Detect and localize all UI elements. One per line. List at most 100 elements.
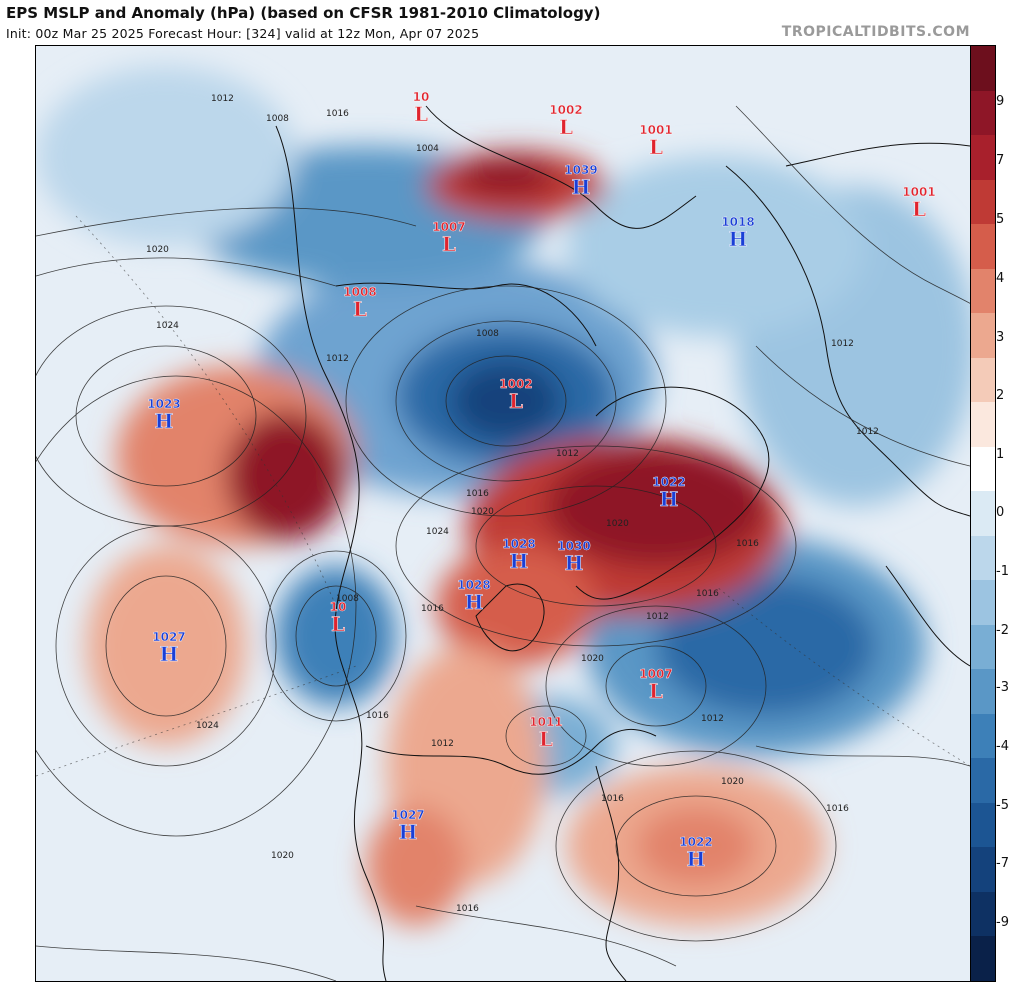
isobar-label: 1012 bbox=[556, 449, 579, 459]
high-pressure-marker: H bbox=[565, 551, 584, 575]
colorbar-label: 7 bbox=[996, 153, 1005, 168]
high-pressure-marker: H bbox=[465, 590, 484, 614]
map-subtitle: Init: 00z Mar 25 2025 Forecast Hour: [32… bbox=[6, 26, 480, 41]
pressure-center-value: 1002 bbox=[549, 103, 582, 117]
isobar-label: 1012 bbox=[831, 339, 854, 349]
colorbar-label: 2 bbox=[996, 388, 1005, 403]
high-pressure-marker: H bbox=[399, 820, 418, 844]
colorbar-segment bbox=[971, 535, 995, 581]
colorbar-segment bbox=[971, 580, 995, 626]
isobar-label: 1016 bbox=[826, 804, 849, 814]
isobars bbox=[36, 105, 970, 981]
pressure-center-value: 1022 bbox=[679, 835, 712, 849]
pressure-center-value: 1027 bbox=[152, 630, 185, 644]
pressure-center-value: 1039 bbox=[564, 163, 597, 177]
colorbar-segment bbox=[971, 758, 995, 804]
low-pressure-marker: L bbox=[559, 115, 573, 139]
isobar-label: 1008 bbox=[266, 114, 289, 124]
map-canvas: 1012 1016 1020 1024 1012 1008 1012 1016 1020 1024… bbox=[36, 46, 970, 981]
pressure-center-value: 1018 bbox=[721, 215, 754, 229]
colorbar-label: -9 bbox=[996, 915, 1009, 930]
colorbar-segment bbox=[971, 268, 995, 314]
colorbar-label: -5 bbox=[996, 798, 1009, 813]
colorbar-segment bbox=[971, 135, 995, 181]
colorbar-segment bbox=[971, 224, 995, 270]
high-pressure-marker: H bbox=[687, 847, 706, 871]
isobar-label: 1024 bbox=[156, 321, 179, 331]
isobar-label: 1016 bbox=[736, 539, 759, 549]
colorbar-segment bbox=[971, 669, 995, 715]
pressure-center-value: 1028 bbox=[502, 537, 535, 551]
site-credit: TROPICALTIDBITS.COM bbox=[781, 24, 970, 40]
colorbar-label: 9 bbox=[996, 94, 1005, 109]
colorbar-segment bbox=[971, 491, 995, 537]
low-pressure-marker: L bbox=[912, 197, 926, 221]
pressure-center-value: 1007 bbox=[432, 220, 465, 234]
pressure-center-value: 1011 bbox=[529, 715, 562, 729]
colorbar-segment bbox=[971, 847, 995, 893]
pressure-center-value: 1030 bbox=[557, 539, 590, 553]
high-pressure-marker: H bbox=[155, 409, 174, 433]
isobar-label: 1020 bbox=[146, 245, 169, 255]
low-pressure-marker: L bbox=[509, 389, 523, 413]
isobar-label: 1012 bbox=[856, 427, 879, 437]
isobar-label: 1020 bbox=[471, 507, 494, 517]
isobar-label: 1016 bbox=[366, 711, 389, 721]
high-pressure-marker: H bbox=[572, 175, 591, 199]
pressure-center-value: 1022 bbox=[652, 475, 685, 489]
isobar-label: 1012 bbox=[431, 739, 454, 749]
isobar-label: 1016 bbox=[601, 794, 624, 804]
colorbar-segment bbox=[971, 46, 995, 92]
isobar-label: 1020 bbox=[721, 777, 744, 787]
isobar-label: 1016 bbox=[456, 904, 479, 914]
colorbar-label: -2 bbox=[996, 623, 1009, 638]
isobar-label: 1020 bbox=[271, 851, 294, 861]
isobar-label: 1016 bbox=[326, 109, 349, 119]
pressure-center-value: 1027 bbox=[391, 808, 424, 822]
colorbar-segment bbox=[971, 891, 995, 937]
isobar-label: 1012 bbox=[326, 354, 349, 364]
colorbar-segment bbox=[971, 713, 995, 759]
colorbar-label: 3 bbox=[996, 330, 1005, 345]
isobar-label: 1024 bbox=[426, 527, 449, 537]
isobar-label: 1024 bbox=[196, 721, 219, 731]
colorbar-segment bbox=[971, 936, 995, 981]
colorbar-label: 1 bbox=[996, 447, 1005, 462]
low-pressure-marker: L bbox=[414, 102, 428, 126]
low-pressure-marker: L bbox=[442, 232, 456, 256]
low-pressure-marker: L bbox=[353, 297, 367, 321]
isobar-label: 1016 bbox=[696, 589, 719, 599]
map-title: EPS MSLP and Anomaly (hPa) (based on CFS… bbox=[6, 4, 601, 22]
high-pressure-marker: H bbox=[660, 487, 679, 511]
isobar-label: 1016 bbox=[466, 489, 489, 499]
map-panel: 1012 1016 1020 1024 1012 1008 1012 1016 1020 1024… bbox=[35, 45, 971, 982]
isobar-label: 1008 bbox=[336, 594, 359, 604]
low-pressure-marker: L bbox=[649, 135, 663, 159]
pressure-center-value: 1001 bbox=[639, 123, 672, 137]
high-pressure-marker: H bbox=[160, 642, 179, 666]
pressure-center-value: 10 bbox=[330, 600, 347, 614]
colorbar-segment bbox=[971, 90, 995, 136]
coastlines bbox=[275, 105, 970, 981]
colorbar-label: -3 bbox=[996, 680, 1009, 695]
isobar-label: 1016 bbox=[421, 604, 444, 614]
anomaly-shading bbox=[36, 46, 970, 981]
colorbar-label: -1 bbox=[996, 564, 1009, 579]
colorbar-segment bbox=[971, 402, 995, 448]
colorbar-segment bbox=[971, 624, 995, 670]
pressure-center-value: 1008 bbox=[343, 285, 376, 299]
pressure-center-value: 1023 bbox=[147, 397, 180, 411]
isobar-label: 1020 bbox=[581, 654, 604, 664]
colorbar-label: 0 bbox=[996, 505, 1005, 520]
isobar-label: 1004 bbox=[416, 144, 439, 154]
high-pressure-marker: H bbox=[510, 549, 529, 573]
isobar-label: 1012 bbox=[701, 714, 724, 724]
colorbar-label: 5 bbox=[996, 212, 1005, 227]
graticule bbox=[36, 215, 970, 777]
high-pressure-marker: H bbox=[729, 227, 748, 251]
isobar-label: 1020 bbox=[606, 519, 629, 529]
low-pressure-marker: L bbox=[331, 612, 345, 636]
pressure-center-value: 1007 bbox=[639, 667, 672, 681]
colorbar-segment bbox=[971, 313, 995, 359]
